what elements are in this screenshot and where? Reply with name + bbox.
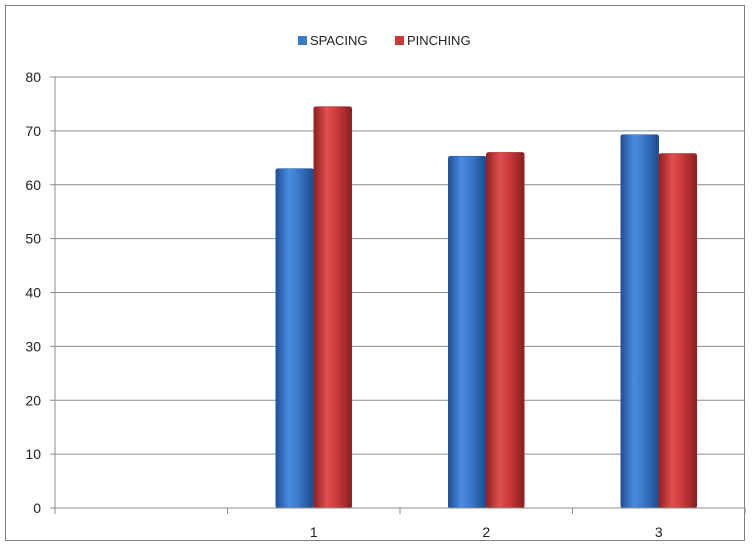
legend-label-spacing: SPACING	[310, 33, 368, 48]
bar-pinching-3	[658, 153, 697, 509]
x-tick-labels: 1 2 3	[310, 524, 663, 540]
bar-spacing-3	[620, 134, 659, 509]
bar-pinching-2	[486, 152, 525, 509]
y-tick-label: 70	[25, 123, 41, 139]
y-tick-label: 30	[25, 338, 41, 354]
y-tick-label: 0	[33, 500, 41, 516]
legend-label-pinching: PINCHING	[407, 33, 471, 48]
y-tick-label: 10	[25, 446, 41, 462]
x-tick-label-3: 3	[655, 524, 663, 540]
y-tick-labels: 0 10 20 30 40 50 60 70 80	[25, 69, 55, 516]
legend-swatch-pinching	[395, 36, 404, 45]
legend: SPACING PINCHING	[298, 33, 471, 48]
y-tick-label: 40	[25, 285, 41, 301]
bar-spacing-1	[275, 168, 314, 509]
x-tick-label-1: 1	[310, 524, 318, 540]
y-tick-label: 80	[25, 69, 41, 85]
y-tick-label: 60	[25, 177, 41, 193]
bar-pinching-1	[313, 106, 352, 509]
legend-swatch-spacing	[298, 36, 307, 45]
y-tick-label: 20	[25, 392, 41, 408]
y-tick-label: 50	[25, 231, 41, 247]
bars	[275, 106, 697, 509]
x-tick-label-2: 2	[482, 524, 490, 540]
bar-spacing-2	[448, 155, 487, 509]
